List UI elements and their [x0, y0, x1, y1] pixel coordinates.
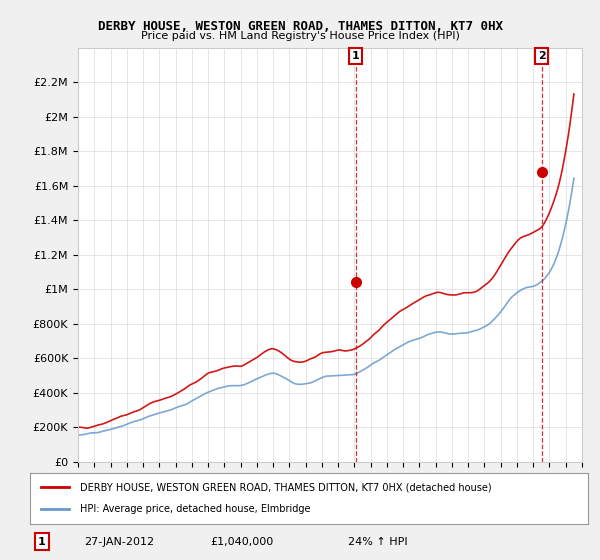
Text: £1,040,000: £1,040,000 — [210, 537, 273, 547]
Text: DERBY HOUSE, WESTON GREEN ROAD, THAMES DITTON, KT7 0HX (detached house): DERBY HOUSE, WESTON GREEN ROAD, THAMES D… — [80, 482, 492, 492]
Text: DERBY HOUSE, WESTON GREEN ROAD, THAMES DITTON, KT7 0HX: DERBY HOUSE, WESTON GREEN ROAD, THAMES D… — [97, 20, 503, 32]
Text: 2: 2 — [538, 51, 545, 61]
Text: HPI: Average price, detached house, Elmbridge: HPI: Average price, detached house, Elmb… — [80, 505, 311, 515]
Text: Price paid vs. HM Land Registry's House Price Index (HPI): Price paid vs. HM Land Registry's House … — [140, 31, 460, 41]
Text: 27-JAN-2012: 27-JAN-2012 — [84, 537, 154, 547]
Text: 1: 1 — [352, 51, 359, 61]
Text: 24% ↑ HPI: 24% ↑ HPI — [348, 537, 407, 547]
Text: 1: 1 — [38, 537, 46, 547]
